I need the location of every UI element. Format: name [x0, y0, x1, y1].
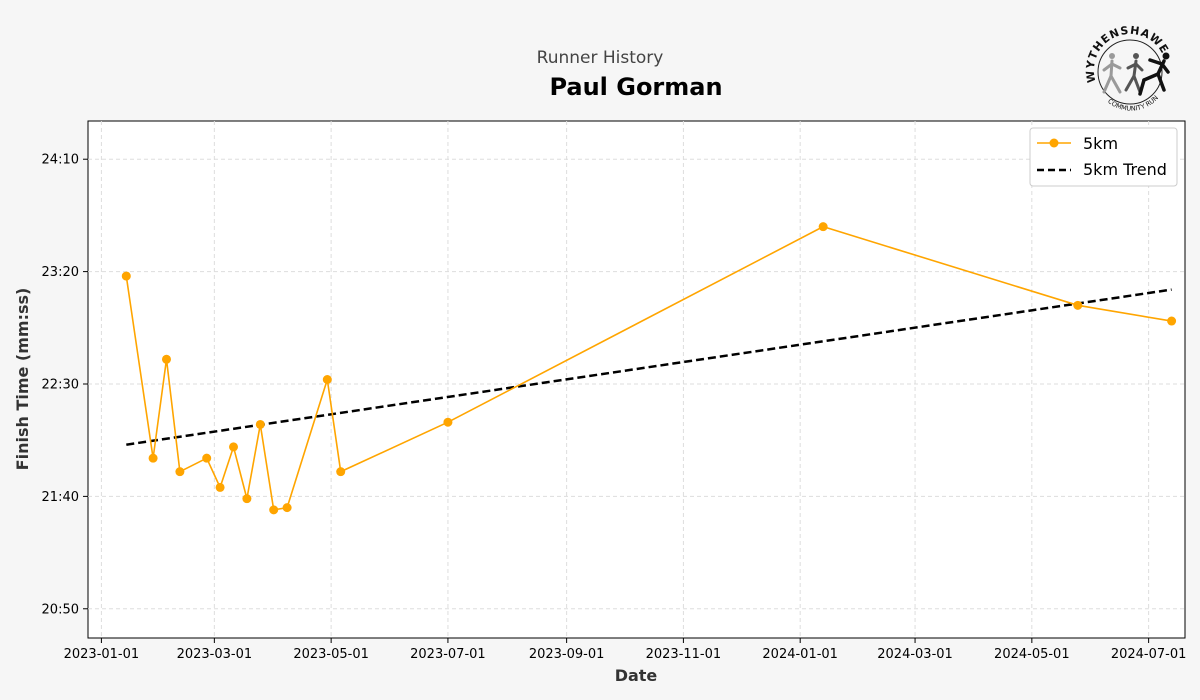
chart-title: Paul Gorman — [549, 73, 722, 101]
x-tick-label: 2023-05-01 — [293, 647, 369, 662]
legend: 5km 5km Trend — [1029, 127, 1178, 187]
data-point-5km — [175, 467, 185, 477]
legend-5km-marker — [1049, 138, 1059, 148]
data-point-5km — [121, 271, 131, 281]
y-tick-label: 21:40 — [42, 490, 79, 505]
x-tick-label: 2024-05-01 — [994, 647, 1070, 662]
x-tick-label: 2024-07-01 — [1111, 647, 1187, 662]
chart-subtitle: Runner History — [537, 48, 664, 68]
y-tick-label: 24:10 — [42, 153, 79, 168]
y-tick-label: 22:30 — [42, 377, 79, 392]
trend-series — [126, 288, 1172, 446]
y-axis-ticks: 20:50 21:40 22:30 23:20 24:10 — [42, 153, 88, 617]
data-point-5km — [282, 503, 292, 513]
data-point-5km — [322, 375, 332, 384]
data-point-5km — [229, 442, 239, 452]
data-point-5km — [443, 417, 453, 427]
x-axis-title: Date — [615, 666, 658, 685]
x-axis-ticks: 2023-01-01 2023-03-01 2023-05-01 2023-07-01… — [64, 638, 1187, 662]
y-axis-title: Finish Time (mm:ss) — [13, 288, 32, 471]
runner-figure-light-icon — [1102, 53, 1122, 94]
data-point-5km — [818, 222, 828, 232]
data-point-5km — [148, 453, 158, 463]
trend-line — [126, 288, 1172, 446]
community-run-logo: WYTHENSHAWE COMMUNITY RUN — [1083, 24, 1170, 113]
data-point-5km — [215, 482, 225, 492]
runner-figure-mid-icon — [1124, 53, 1144, 94]
legend-5km-label: 5km — [1083, 134, 1118, 153]
y-tick-label: 20:50 — [42, 602, 79, 617]
x-tick-label: 2023-11-01 — [646, 647, 722, 662]
logo-tagline-text: COMMUNITY RUN — [1106, 94, 1160, 113]
x-tick-label: 2023-03-01 — [177, 647, 253, 662]
legend-trend-label: 5km Trend — [1083, 160, 1167, 179]
x-tick-label: 2024-01-01 — [762, 647, 838, 662]
x-tick-label: 2023-01-01 — [64, 647, 140, 662]
x-tick-label: 2024-03-01 — [877, 647, 953, 662]
x-tick-label: 2023-07-01 — [410, 647, 486, 662]
x-tick-label: 2023-09-01 — [529, 647, 605, 662]
main-series — [121, 222, 1177, 515]
data-point-5km — [242, 494, 252, 504]
data-point-5km — [255, 419, 265, 429]
logo-ring — [1097, 39, 1163, 105]
data-point-5km — [1167, 316, 1177, 326]
data-point-5km — [336, 467, 346, 477]
data-point-5km — [1073, 300, 1083, 310]
y-tick-label: 23:20 — [42, 265, 79, 280]
data-point-5km — [269, 505, 279, 515]
data-point-5km — [161, 354, 171, 364]
data-point-5km — [202, 453, 212, 463]
runner-figure-dark-icon — [1138, 52, 1170, 96]
plot-area — [87, 120, 1186, 639]
